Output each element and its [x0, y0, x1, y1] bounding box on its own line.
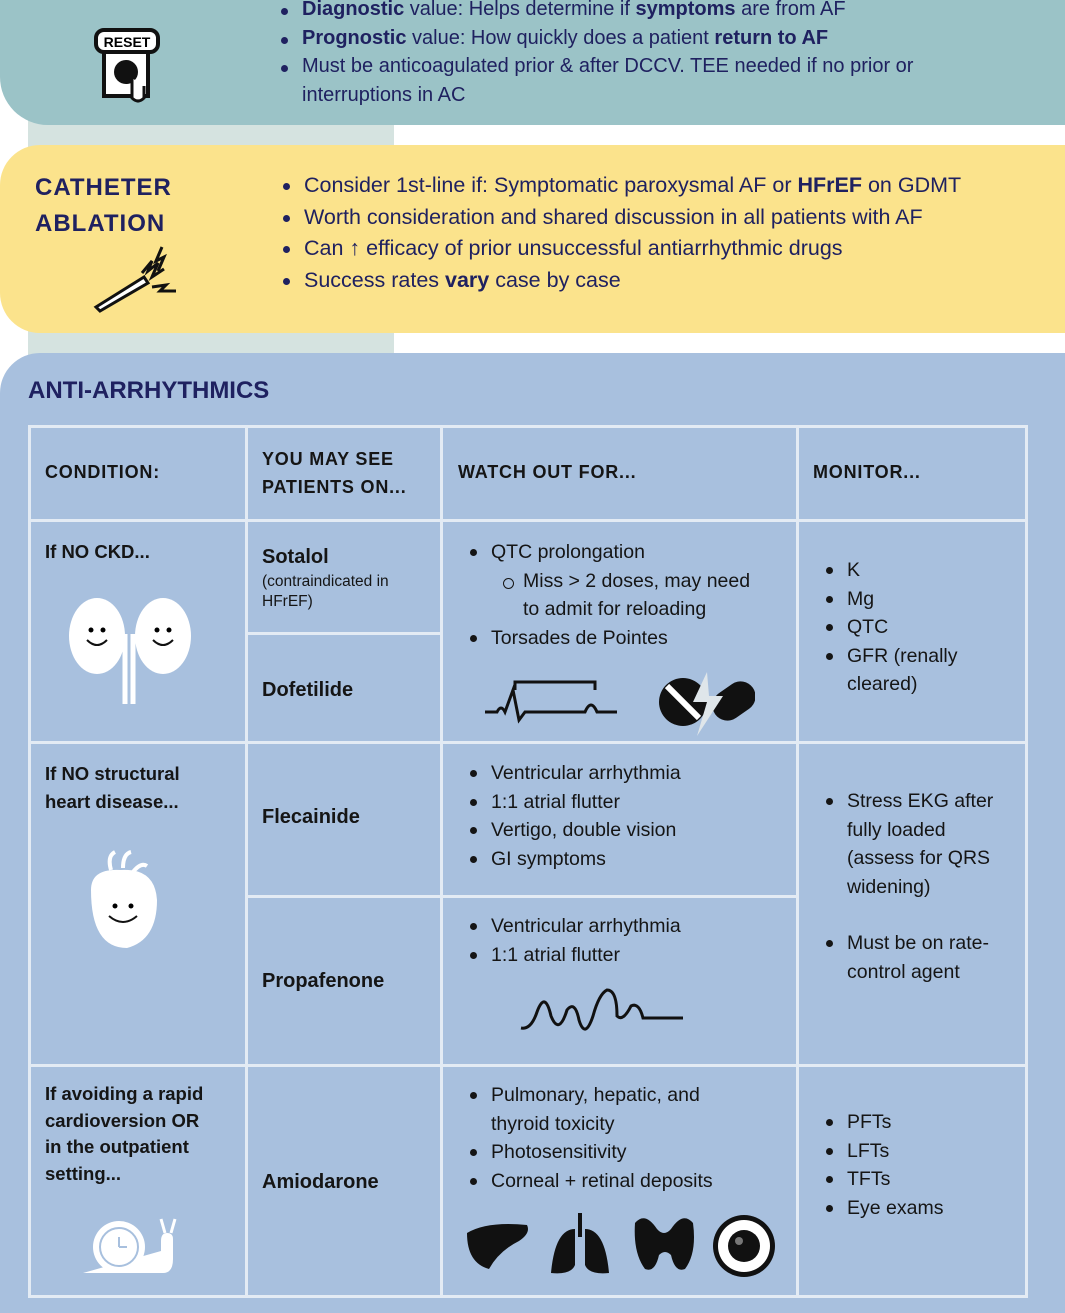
- bullet: QTC: [821, 613, 958, 642]
- ablation-bullets: Consider 1st-line if: Symptomatic paroxy…: [278, 170, 961, 296]
- bullet-continuation: cleared): [847, 673, 918, 695]
- monitor-cell: PFTs LFTs TFTs Eye exams: [796, 1064, 1028, 1298]
- header-monitor: MONITOR...: [796, 425, 1028, 522]
- bullet: QTC prolongation: [465, 538, 750, 567]
- snail-clock-icon: [83, 1218, 177, 1273]
- bullet: Worth consideration and shared discussio…: [278, 202, 961, 234]
- qt-interval-ecg-icon: [485, 680, 617, 724]
- table-row-condition: If NO structural heart disease...: [28, 741, 248, 1067]
- header-patients-on: YOU MAY SEE PATIENTS ON...: [245, 425, 443, 522]
- bullet: Ventricular arrhythmia: [465, 759, 681, 788]
- bullet: LFTs: [821, 1137, 943, 1166]
- watch-cell: Ventricular arrhythmia 1:1 atrial flutte…: [440, 741, 799, 898]
- table-row-condition: If NO CKD...: [28, 519, 248, 744]
- bullet: Must be anticoagulated prior & after DCC…: [276, 52, 913, 81]
- bullet: Diagnostic value: Helps determine if sym…: [276, 0, 913, 24]
- bullet: TFTs: [821, 1165, 943, 1194]
- bullet-continuation: fully loaded: [847, 818, 946, 841]
- monitor-cell: K Mg QTC GFR (renally cleared): [796, 519, 1028, 744]
- bullet-continuation: thyroid toxicity: [491, 1112, 615, 1135]
- drug-cell-sotalol: Sotalol (contraindicated in HFrEF): [245, 519, 443, 635]
- eye-icon: [713, 1215, 775, 1277]
- bullet: Prognostic value: How quickly does a pat…: [276, 24, 913, 53]
- bullet: 1:1 atrial flutter: [465, 941, 681, 970]
- bullet: Torsades de Pointes: [465, 624, 750, 653]
- cardioversion-bullets: Diagnostic value: Helps determine if sym…: [276, 0, 913, 109]
- header-condition: CONDITION:: [28, 425, 248, 522]
- catheter-lightning-icon: [93, 246, 176, 313]
- bullet-continuation: interruptions in AC: [302, 83, 466, 106]
- pill-interaction-icon: [659, 672, 755, 736]
- svg-text:RESET: RESET: [104, 34, 151, 50]
- lungs-icon: [551, 1213, 609, 1274]
- bullet: Ventricular arrhythmia: [465, 912, 681, 941]
- monitor-cell: Stress EKG after fully loaded (assess fo…: [796, 741, 1028, 1067]
- liver-icon: [467, 1224, 528, 1269]
- section-title: ANTI-ARRHYTHMICS: [28, 377, 270, 404]
- bullet: Success rates vary case by case: [278, 265, 961, 297]
- bullet: Pulmonary, hepatic, and: [465, 1081, 713, 1110]
- section-title: CATHETER ABLATION: [35, 174, 172, 237]
- thyroid-icon: [634, 1218, 694, 1270]
- drug-cell-amiodarone: Amiodarone: [245, 1064, 443, 1298]
- bullet: Stress EKG after: [821, 787, 993, 816]
- bullet: Vertigo, double vision: [465, 816, 681, 845]
- bullet: GFR (renally: [821, 642, 958, 671]
- drug-cell-flecainide: Flecainide: [245, 741, 443, 898]
- up-arrow-icon: ↑: [349, 236, 361, 260]
- bullet: Must be on rate-: [821, 929, 993, 958]
- table-row-condition: If avoiding a rapid cardioversion OR in th…: [28, 1064, 248, 1298]
- reset-button-icon: RESET: [94, 28, 160, 103]
- bullet: GI symptoms: [465, 845, 681, 874]
- watch-cell: QTC prolongation Miss > 2 doses, may nee…: [440, 519, 799, 744]
- sub-bullet-continuation: to admit for reloading: [523, 598, 707, 620]
- bullet-continuation: widening): [847, 875, 931, 898]
- arrhythmia-waveform-icon: [520, 988, 683, 1031]
- drug-cell-dofetilide: Dofetilide: [245, 632, 443, 744]
- bullet-continuation: control agent: [847, 960, 960, 983]
- bullet: PFTs: [821, 1108, 943, 1137]
- watch-cell: Ventricular arrhythmia 1:1 atrial flutte…: [440, 895, 799, 1067]
- section-title: CARDIOVERSION: [30, 0, 246, 11]
- bullet: 1:1 atrial flutter: [465, 788, 681, 817]
- header-watch-out: WATCH OUT FOR...: [440, 425, 799, 522]
- cardioversion-section: CARDIOVERSION RESET Diagnostic value: He…: [0, 0, 1065, 125]
- watch-cell: Pulmonary, hepatic, and thyroid toxicity…: [440, 1064, 799, 1298]
- anti-arrhythmics-section: ANTI-ARRHYTHMICS CONDITION: YOU MAY SEE P…: [0, 353, 1065, 1313]
- bullet: Consider 1st-line if: Symptomatic paroxy…: [278, 170, 961, 202]
- catheter-ablation-section: CATHETER ABLATION Consider 1st-line if: S…: [0, 145, 1065, 333]
- drug-cell-propafenone: Propafenone: [245, 895, 443, 1067]
- heart-icon: [91, 850, 157, 948]
- bullet: Corneal + retinal deposits: [465, 1167, 713, 1196]
- bullet: Mg: [821, 585, 958, 614]
- kidneys-icon: [69, 598, 191, 704]
- bullet-continuation: (assess for QRS: [847, 847, 991, 869]
- sub-bullet: Miss > 2 doses, may need: [465, 567, 750, 596]
- bullet: K: [821, 556, 958, 585]
- bullet: Can ↑ efficacy of prior unsuccessful ant…: [278, 233, 961, 265]
- bullet: Photosensitivity: [465, 1138, 713, 1167]
- bullet: Eye exams: [821, 1194, 943, 1223]
